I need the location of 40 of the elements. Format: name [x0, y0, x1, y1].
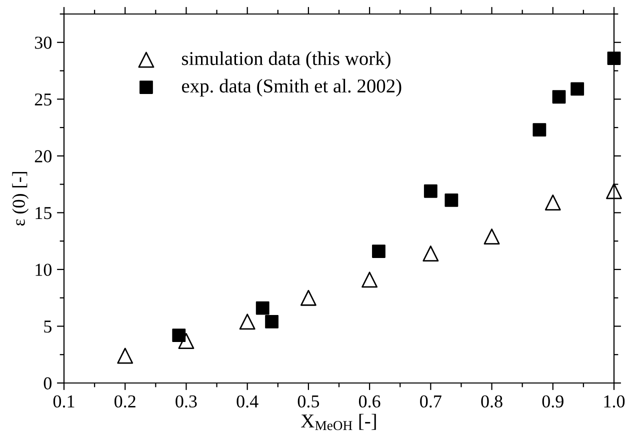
point	[117, 348, 134, 364]
y-tick-label: 25	[34, 93, 52, 106]
x-tick-label: 0.7	[420, 395, 442, 408]
y-axis-title: ε (0) [-]	[12, 172, 29, 226]
x-tick-label: 0.1	[53, 395, 74, 408]
point	[422, 246, 439, 262]
y-tick-label: 15	[36, 207, 52, 220]
legend-label: exp. data (Smith et al. 2002)	[182, 78, 402, 97]
point	[362, 272, 378, 288]
x-tick-label: 0.5	[298, 395, 320, 408]
point	[265, 314, 278, 328]
point	[544, 194, 561, 210]
point	[607, 52, 621, 65]
point	[172, 328, 186, 342]
point	[532, 123, 546, 137]
x-tick-label: 1.0	[604, 395, 625, 408]
y-tick-label: 20	[34, 150, 52, 162]
point	[300, 290, 316, 306]
x-tick-label: 0.2	[114, 395, 136, 408]
legend-label: simulation data (this work)	[182, 51, 390, 70]
y-tick-label: 0	[44, 377, 52, 390]
point	[178, 333, 194, 349]
x-tick-label: 0.3	[176, 395, 197, 408]
point	[444, 193, 458, 207]
point	[570, 82, 584, 96]
x-tick-label: 0.4	[236, 395, 258, 408]
point	[256, 301, 270, 315]
point	[552, 90, 566, 104]
point	[606, 183, 622, 200]
y-tick-label: 5	[44, 320, 52, 333]
x-tick-label: 0.8	[481, 395, 502, 408]
x-axis-title: X$_{MeOH}$ [-]	[301, 414, 376, 430]
y-tick-label: 30	[35, 36, 52, 49]
point	[239, 314, 256, 330]
y-tick-label: 10	[36, 264, 52, 276]
x-tick-label: 0.6	[358, 395, 380, 408]
point	[372, 244, 386, 258]
point	[424, 184, 438, 198]
x-tick-label: 0.9	[542, 395, 564, 408]
point	[484, 228, 500, 245]
